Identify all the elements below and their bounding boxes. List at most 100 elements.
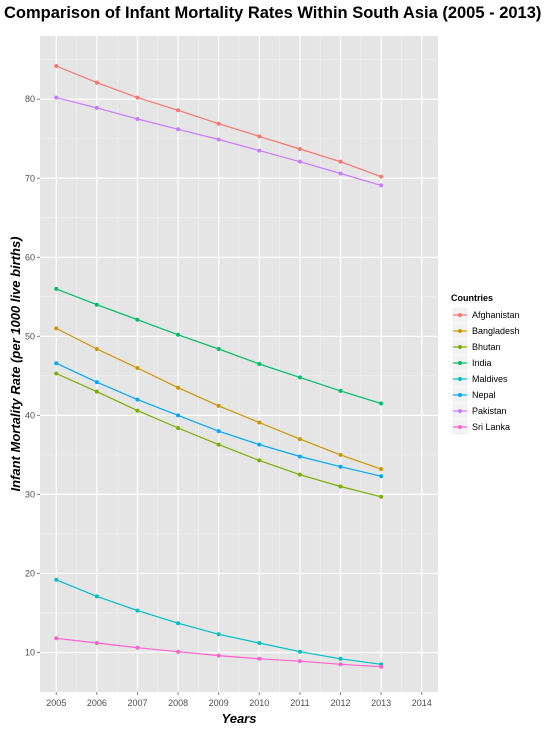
data-point-pakistan (338, 171, 343, 176)
legend-item-india: India (451, 354, 492, 372)
data-point-pakistan (216, 137, 221, 142)
data-point-sri-lanka (176, 649, 181, 654)
data-point-maldives (257, 640, 262, 645)
data-point-maldives (94, 594, 99, 599)
x-tick-label: 2006 (87, 698, 107, 708)
legend-title: Countries (451, 293, 493, 303)
data-point-maldives (135, 608, 140, 613)
data-point-bhutan (379, 494, 384, 499)
data-point-maldives (54, 577, 59, 582)
y-tick-label: 60 (25, 252, 35, 262)
y-axis-title: Infant Mortality Rate (per 1000 live bir… (8, 236, 23, 491)
data-point-nepal (338, 464, 343, 469)
data-point-maldives (176, 621, 181, 626)
legend-label: Maldives (472, 374, 508, 384)
data-point-india (176, 332, 181, 337)
data-point-bangladesh (216, 403, 221, 408)
data-point-india (54, 286, 59, 291)
data-point-bhutan (216, 442, 221, 447)
data-point-sri-lanka (216, 653, 221, 658)
data-point-bangladesh (135, 365, 140, 370)
data-point-bhutan (257, 458, 262, 463)
data-point-afghanistan (338, 159, 343, 164)
data-point-afghanistan (257, 134, 262, 139)
data-point-bangladesh (297, 437, 302, 442)
x-tick-label: 2005 (46, 698, 66, 708)
data-point-pakistan (135, 116, 140, 121)
legend: Countries Afghanistan Bangladesh Bhutan Ind… (451, 293, 520, 436)
data-point-nepal (257, 442, 262, 447)
data-point-pakistan (379, 183, 384, 188)
legend-key-point (458, 361, 462, 365)
data-point-bangladesh (54, 326, 59, 331)
legend-label: Pakistan (472, 406, 507, 416)
legend-item-nepal: Nepal (451, 386, 496, 404)
x-tick-label: 2009 (209, 698, 229, 708)
data-point-india (379, 401, 384, 406)
series-afghanistan (54, 64, 384, 179)
data-point-sri-lanka (257, 656, 262, 661)
data-point-pakistan (54, 95, 59, 100)
y-tick-label: 70 (25, 173, 35, 183)
data-point-india (135, 317, 140, 322)
x-axis-title: Years (222, 711, 257, 726)
chart-title: Comparison of Infant Mortality Rates Wit… (4, 4, 542, 22)
legend-label: Sri Lanka (472, 422, 510, 432)
y-tick-label: 40 (25, 410, 35, 420)
series-bhutan (54, 371, 384, 499)
data-point-pakistan (257, 148, 262, 153)
data-point-sri-lanka (135, 645, 140, 650)
data-point-bhutan (135, 408, 140, 413)
data-point-afghanistan (379, 174, 384, 179)
x-tick-label: 2013 (371, 698, 391, 708)
data-point-nepal (54, 361, 59, 366)
legend-item-sri-lanka: Sri Lanka (451, 418, 510, 436)
y-tick-label: 30 (25, 489, 35, 499)
data-point-nepal (216, 429, 221, 434)
data-point-sri-lanka (379, 664, 384, 669)
legend-item-afghanistan: Afghanistan (451, 306, 520, 324)
data-point-sri-lanka (297, 659, 302, 664)
legend-label: Nepal (472, 390, 496, 400)
data-point-bangladesh (176, 385, 181, 390)
x-tick-label: 2014 (412, 698, 432, 708)
x-tick-label: 2007 (127, 698, 147, 708)
data-point-bangladesh (94, 346, 99, 351)
legend-label: Bhutan (472, 342, 501, 352)
series-india (54, 286, 384, 406)
y-tick-label: 20 (25, 568, 35, 578)
x-tick-label: 2010 (249, 698, 269, 708)
legend-key-point (458, 345, 462, 349)
legend-item-maldives: Maldives (451, 370, 508, 388)
x-tick-label: 2012 (331, 698, 351, 708)
y-axis: 10 20 30 40 50 60 70 80 (25, 94, 40, 657)
data-point-afghanistan (216, 121, 221, 126)
data-point-maldives (338, 656, 343, 661)
y-tick-label: 80 (25, 94, 35, 104)
data-point-india (94, 302, 99, 307)
series-nepal (54, 361, 384, 479)
data-point-nepal (94, 380, 99, 385)
legend-key-point (458, 313, 462, 317)
x-axis: 2005 2006 2007 2008 2009 2010 2011 2012 2013 2014 (46, 692, 432, 708)
data-point-india (216, 346, 221, 351)
data-point-pakistan (94, 105, 99, 110)
data-point-sri-lanka (54, 636, 59, 641)
data-point-bhutan (176, 426, 181, 431)
data-point-nepal (135, 397, 140, 402)
data-point-nepal (297, 454, 302, 459)
series-pakistan (54, 95, 384, 188)
data-point-afghanistan (94, 80, 99, 85)
legend-label: Afghanistan (472, 310, 520, 320)
data-point-afghanistan (135, 95, 140, 100)
data-point-maldives (297, 649, 302, 654)
series-bangladesh (54, 326, 384, 472)
legend-item-pakistan: Pakistan (451, 402, 507, 420)
legend-key-point (458, 377, 462, 381)
data-point-pakistan (176, 127, 181, 132)
data-point-bhutan (94, 389, 99, 394)
data-point-bangladesh (257, 420, 262, 425)
legend-key-point (458, 425, 462, 429)
series-sri-lanka (54, 636, 384, 669)
